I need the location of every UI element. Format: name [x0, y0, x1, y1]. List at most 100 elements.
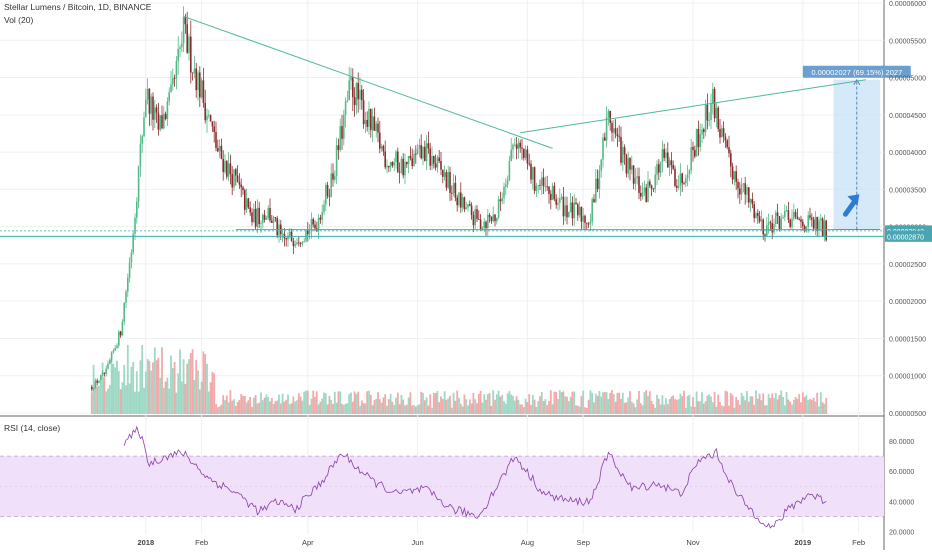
- volume-bar: [783, 405, 786, 414]
- candle-body: [605, 117, 608, 141]
- candle-body: [506, 180, 509, 185]
- volume-bar: [467, 405, 469, 414]
- volume-bar: [616, 392, 619, 414]
- candle-body: [807, 215, 809, 227]
- candle-body: [731, 166, 734, 180]
- volume-bar: [112, 364, 115, 414]
- time-tick-label: Aug: [521, 538, 534, 547]
- volume-bar: [445, 399, 448, 414]
- volume-bar: [485, 399, 487, 414]
- candle-body: [335, 145, 338, 176]
- candle-body: [811, 217, 813, 220]
- volume-bar: [387, 399, 390, 414]
- volume-bar: [375, 399, 378, 414]
- volume-bar: [256, 403, 259, 414]
- volume-bar: [807, 400, 810, 414]
- candle-body: [620, 137, 622, 163]
- candle-body: [497, 199, 500, 218]
- candle-body: [393, 162, 395, 166]
- candle-body: [173, 78, 176, 79]
- candle-body: [485, 221, 487, 229]
- volume-bar: [134, 391, 136, 414]
- up-arrow-icon: [842, 197, 858, 217]
- candle-body: [368, 108, 370, 127]
- candle-body: [708, 119, 710, 121]
- candle-body: [312, 219, 314, 225]
- candle-body: [622, 147, 624, 163]
- volume-bar: [200, 381, 203, 414]
- candle-body: [721, 128, 723, 138]
- candle-body: [112, 350, 115, 353]
- candle-body: [492, 214, 494, 222]
- volume-bar: [517, 399, 520, 414]
- volume-bar: [503, 401, 505, 414]
- volume-bar: [659, 404, 662, 414]
- volume-bar: [513, 400, 516, 414]
- candle-body: [580, 207, 583, 222]
- candle-body: [587, 223, 590, 225]
- candle-body: [683, 183, 685, 184]
- volume-bar: [161, 347, 163, 414]
- candle-body: [123, 302, 125, 322]
- volume-bar: [656, 394, 658, 414]
- candle-body: [172, 78, 174, 85]
- volume-bar: [580, 396, 583, 414]
- candle-body: [787, 210, 790, 220]
- candle-body: [533, 167, 536, 191]
- volume-bar: [148, 360, 151, 414]
- candle-body: [613, 128, 615, 133]
- volume-bar: [609, 392, 612, 414]
- volume-bar: [398, 404, 401, 414]
- volume-bar: [242, 395, 244, 414]
- candle-body: [132, 233, 134, 253]
- candle-body: [121, 321, 124, 336]
- candle-body: [143, 117, 145, 137]
- volume-bar: [724, 390, 727, 414]
- volume-bar: [431, 407, 433, 414]
- candle-body: [550, 193, 552, 200]
- candle-body: [519, 142, 521, 148]
- candle-body: [163, 113, 165, 129]
- candle-body: [578, 207, 581, 216]
- volume-bar: [769, 398, 772, 414]
- volume-bar: [215, 404, 217, 414]
- volume-bar: [627, 397, 630, 414]
- volume-bar: [281, 393, 284, 414]
- volume-bar: [125, 385, 127, 414]
- volume-bar: [432, 392, 435, 414]
- volume-bar: [562, 391, 565, 414]
- volume-bar: [816, 392, 819, 414]
- volume-bar: [494, 399, 496, 414]
- volume-bar: [179, 349, 181, 414]
- volume-bar: [157, 358, 160, 414]
- candle-body: [690, 147, 692, 171]
- candle-body: [510, 149, 512, 161]
- candle-body: [641, 192, 644, 197]
- volume-bar: [657, 398, 660, 414]
- volume-bar: [197, 370, 199, 414]
- volume-bar: [137, 391, 140, 414]
- volume-bar: [323, 392, 325, 414]
- candle-body: [308, 230, 311, 235]
- candle-body: [343, 115, 345, 139]
- candle-body: [677, 185, 680, 188]
- volume-bar: [101, 362, 104, 414]
- volume-bar: [222, 395, 225, 414]
- candle-body: [560, 196, 563, 199]
- candle-body: [440, 160, 442, 170]
- candle-body: [593, 199, 595, 202]
- candle-body: [240, 184, 242, 188]
- volume-bar: [324, 393, 327, 414]
- volume-bar: [206, 363, 208, 414]
- volume-bar: [726, 391, 729, 414]
- candle-body: [562, 196, 565, 217]
- volume-bar: [180, 381, 183, 414]
- candle-body: [746, 187, 748, 195]
- candle-body: [640, 192, 642, 197]
- candle-body: [114, 348, 116, 351]
- volume-bar: [119, 389, 122, 414]
- time-tick-label: Nov: [686, 538, 700, 547]
- volume-bar: [204, 354, 207, 414]
- candle-body: [413, 153, 415, 167]
- candle-body: [730, 153, 732, 167]
